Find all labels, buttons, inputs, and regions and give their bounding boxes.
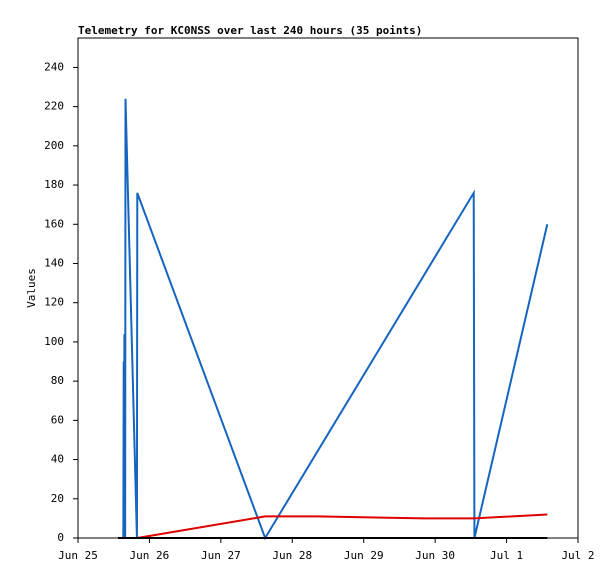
x-tick-label: Jul 2 xyxy=(561,549,594,562)
y-tick-label: 160 xyxy=(44,217,64,230)
y-tick-label: 20 xyxy=(51,492,64,505)
y-tick-label: 0 xyxy=(57,531,64,544)
y-axis-label: Values xyxy=(25,268,38,308)
plot-frame xyxy=(77,37,579,539)
y-tick-label: 180 xyxy=(44,178,64,191)
x-tick-label: Jun 29 xyxy=(344,549,384,562)
chart-title: Telemetry for KC0NSS over last 240 hours… xyxy=(78,24,422,37)
y-tick-label: 120 xyxy=(44,296,64,309)
x-tick-label: Jun 25 xyxy=(58,549,98,562)
y-tick-label: 100 xyxy=(44,335,64,348)
x-tick-label: Jun 30 xyxy=(415,549,455,562)
x-tick-label: Jun 26 xyxy=(130,549,170,562)
series-line xyxy=(137,513,548,539)
y-tick-label: 200 xyxy=(44,139,64,152)
y-tick-label: 240 xyxy=(44,60,64,73)
series-line xyxy=(118,98,549,541)
y-tick-label: 40 xyxy=(51,453,64,466)
x-tick-label: Jun 27 xyxy=(201,549,241,562)
y-tick-label: 80 xyxy=(51,374,64,387)
x-tick-label: Jun 28 xyxy=(272,549,312,562)
x-tick-label: Jul 1 xyxy=(490,549,523,562)
y-tick-label: 60 xyxy=(51,413,64,426)
y-tick-label: 140 xyxy=(44,256,64,269)
y-tick-label: 220 xyxy=(44,100,64,113)
